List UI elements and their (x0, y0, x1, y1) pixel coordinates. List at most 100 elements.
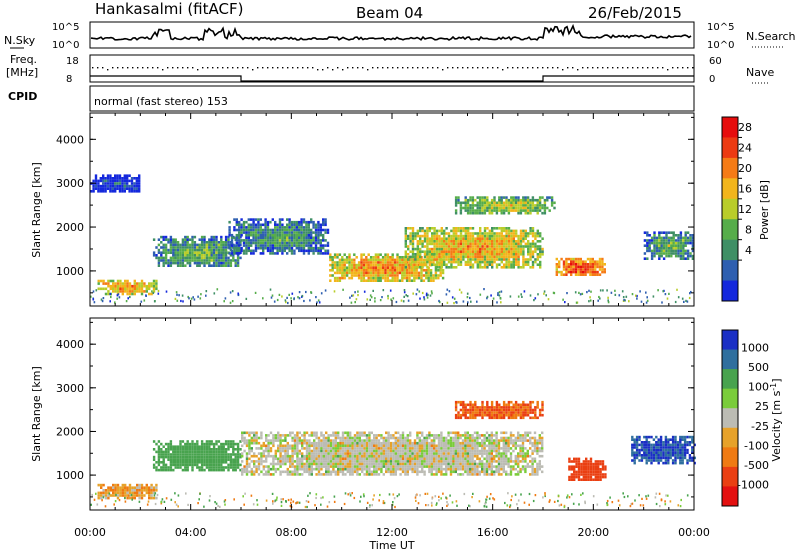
heatmap-cell (370, 454, 373, 458)
heatmap-cell (541, 247, 544, 251)
heatmap-cell (439, 274, 442, 277)
noise-cell (497, 293, 499, 296)
heatmap-cell (526, 196, 530, 199)
heatmap-cell (527, 232, 530, 235)
heatmap-cell (360, 276, 363, 280)
cpid-mode-text: normal (fast stereo) 153 (94, 95, 228, 108)
heatmap-cell (313, 457, 316, 461)
heatmap-cell (367, 269, 370, 272)
heatmap-cell (407, 258, 410, 261)
heatmap-cell (514, 206, 518, 210)
heatmap-cell (428, 229, 431, 233)
heatmap-cell (345, 269, 349, 272)
heatmap-cell (416, 457, 419, 461)
heatmap-cell (116, 284, 120, 288)
heatmap-cell (346, 441, 349, 445)
heatmap-cell (357, 271, 361, 275)
heatmap-cell (432, 276, 435, 280)
heatmap-cell (353, 462, 357, 466)
heatmap-cell (155, 489, 158, 492)
heatmap-cell (176, 251, 180, 254)
heatmap-cell (684, 257, 687, 260)
noise-cell (628, 300, 630, 303)
heatmap-cell (291, 465, 294, 468)
heatmap-cell (313, 434, 316, 437)
heatmap-cell (196, 463, 199, 467)
heatmap-cell (582, 268, 585, 271)
heatmap-cell (660, 254, 663, 258)
heatmap-cell (529, 250, 532, 253)
noise-cell (379, 299, 382, 302)
heatmap-cell (662, 257, 666, 260)
heatmap-cell (377, 457, 381, 461)
heatmap-cell (672, 244, 675, 247)
heatmap-cell (478, 206, 482, 210)
heatmap-cell (469, 266, 472, 269)
heatmap-cell (247, 244, 250, 247)
heatmap-cell (298, 460, 301, 463)
heatmap-cell (286, 454, 289, 458)
heatmap-cell (155, 246, 158, 249)
heatmap-cell (411, 454, 414, 458)
heatmap-cell (379, 253, 382, 256)
heatmap-cell (457, 247, 460, 251)
heatmap-cell (646, 249, 649, 253)
heatmap-cell (308, 439, 311, 442)
noise-cell (92, 290, 95, 293)
heatmap-cell (356, 460, 359, 463)
heatmap-cell (283, 241, 286, 245)
heatmap-cell (409, 441, 412, 445)
heatmap-cell (257, 452, 261, 455)
heatmap-cell (337, 465, 340, 468)
heatmap-cell (464, 253, 467, 256)
heatmap-cell (208, 251, 211, 254)
heatmap-cell (682, 249, 685, 253)
heatmap-cell (505, 263, 508, 266)
heatmap-cell (267, 441, 270, 445)
heatmap-cell (264, 231, 267, 234)
heatmap-cell (428, 255, 431, 259)
heatmap-cell (428, 460, 431, 463)
heatmap-cell (539, 245, 542, 248)
heatmap-cell (401, 457, 405, 461)
heatmap-cell (374, 261, 378, 264)
heatmap-cell (679, 254, 683, 258)
heatmap-cell (253, 441, 256, 445)
heatmap-cell (278, 233, 282, 237)
heatmap-cell (184, 259, 187, 262)
heatmap-cell (653, 247, 656, 250)
heatmap-cell (536, 204, 539, 207)
heatmap-cell (215, 241, 218, 244)
heatmap-cell (135, 179, 138, 183)
heatmap-cell (215, 238, 218, 241)
heatmap-cell (522, 209, 525, 212)
heatmap-cell (425, 460, 429, 463)
heatmap-cell (399, 449, 402, 453)
heatmap-cell (507, 260, 511, 264)
heatmap-cell (454, 201, 458, 205)
heatmap-cell (570, 265, 573, 269)
heatmap-cell (332, 444, 335, 448)
heatmap-cell (238, 233, 241, 237)
heatmap-cell (404, 462, 407, 466)
heatmap-cell (512, 204, 515, 207)
heatmap-cell (582, 265, 585, 269)
heatmap-cell (97, 179, 100, 183)
heatmap-cell (658, 234, 661, 237)
heatmap-cell (486, 234, 489, 238)
heatmap-cell (267, 473, 270, 476)
heatmap-cell (454, 439, 457, 442)
heatmap-cell (349, 454, 352, 458)
heatmap-cell (396, 263, 399, 267)
heatmap-cell (247, 233, 250, 237)
heatmap-cell (162, 453, 165, 456)
heatmap-cell (220, 453, 223, 456)
heatmap-cell (380, 441, 383, 445)
heatmap-cell (278, 241, 282, 245)
noise-cell (431, 292, 433, 295)
heatmap-cell (128, 489, 132, 492)
noise-cell (622, 296, 625, 299)
heatmap-cell (176, 241, 180, 244)
heatmap-cell (143, 486, 146, 489)
heatmap-cell (250, 447, 253, 450)
